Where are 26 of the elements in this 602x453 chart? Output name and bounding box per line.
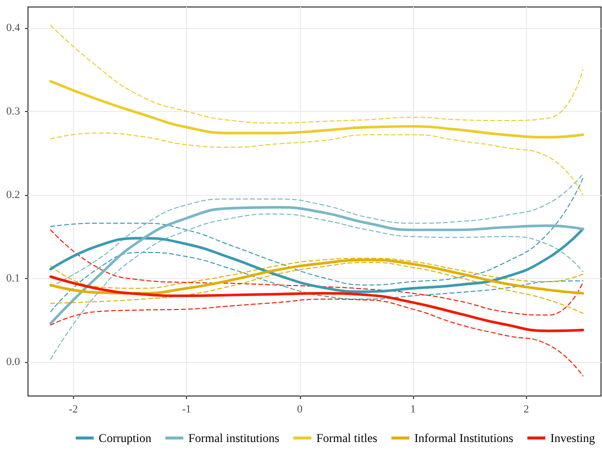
x-tick-label: -1 <box>182 404 192 416</box>
line-series <box>50 24 584 124</box>
y-tick-label: 0.4 <box>6 22 20 34</box>
x-tick-label: 2 <box>524 404 530 416</box>
x-tick-label: 0 <box>297 404 304 416</box>
legend-label: Corruption <box>98 431 152 445</box>
y-tick-label: 0.1 <box>6 272 20 284</box>
line-series <box>50 262 584 314</box>
line-series <box>50 252 584 312</box>
y-tick-label: 0.0 <box>6 356 20 368</box>
line-series <box>50 298 584 376</box>
x-tick-label: 1 <box>410 404 416 416</box>
legend-label: Informal Institutions <box>414 431 514 445</box>
line-series <box>50 214 584 360</box>
line-series <box>49 206 584 325</box>
line-series <box>50 132 584 196</box>
legend-label: Formal institutions <box>188 431 280 445</box>
legend-label: Formal titles <box>316 431 378 445</box>
line-series <box>49 275 584 332</box>
x-tick-label: -2 <box>68 404 78 416</box>
line-series <box>50 229 584 316</box>
y-tick-label: 0.3 <box>6 105 20 118</box>
y-tick-label: 0.2 <box>6 188 20 201</box>
line-series <box>49 80 584 139</box>
legend-label: Investing <box>550 431 596 445</box>
line-series <box>49 228 584 293</box>
